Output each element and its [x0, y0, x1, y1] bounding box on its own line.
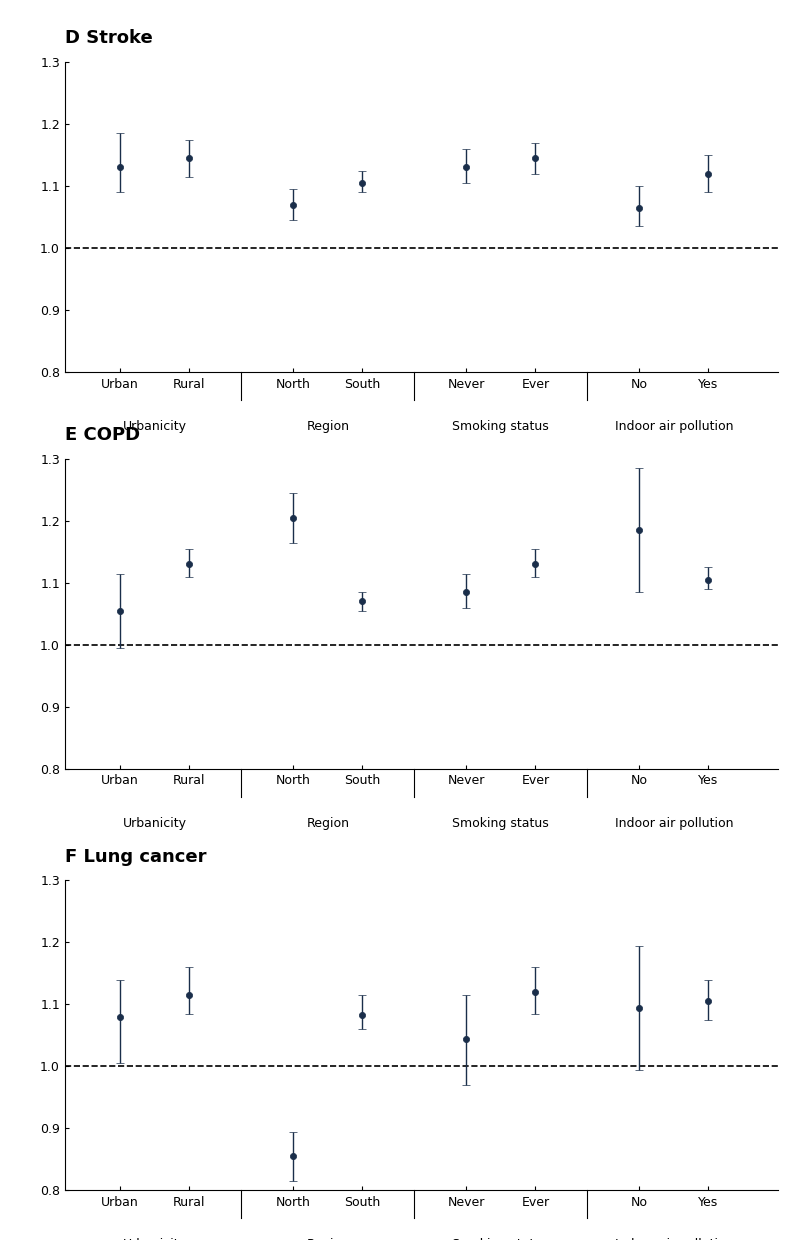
- Text: Urbanicity: Urbanicity: [123, 817, 187, 830]
- Text: Indoor air pollution: Indoor air pollution: [615, 1239, 733, 1240]
- Text: Region: Region: [306, 420, 349, 433]
- Text: Smoking status: Smoking status: [453, 817, 549, 830]
- Text: Smoking status: Smoking status: [453, 1239, 549, 1240]
- Text: D Stroke: D Stroke: [65, 29, 152, 47]
- Text: Region: Region: [306, 817, 349, 830]
- Text: Urbanicity: Urbanicity: [123, 420, 187, 433]
- Text: Urbanicity: Urbanicity: [123, 1239, 187, 1240]
- Text: Indoor air pollution: Indoor air pollution: [615, 420, 733, 433]
- Text: Indoor air pollution: Indoor air pollution: [615, 817, 733, 830]
- Text: Region: Region: [306, 1239, 349, 1240]
- Text: E COPD: E COPD: [65, 425, 140, 444]
- Text: F Lung cancer: F Lung cancer: [65, 847, 207, 866]
- Text: Smoking status: Smoking status: [453, 420, 549, 433]
